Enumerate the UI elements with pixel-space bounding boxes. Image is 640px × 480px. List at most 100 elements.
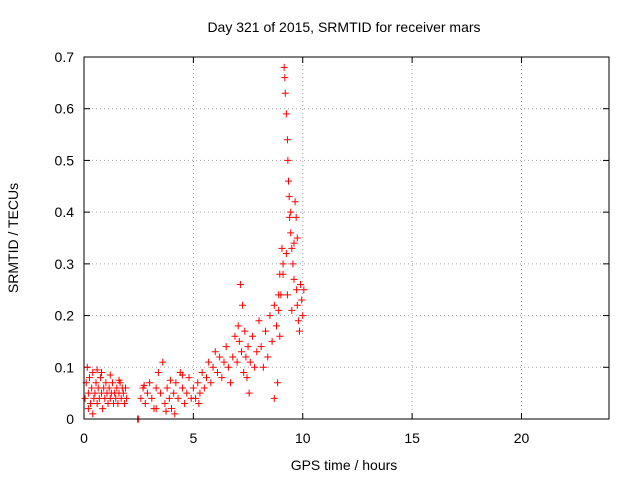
grid [84,57,609,419]
data-point [178,384,186,392]
data-point [205,358,213,366]
data-point [264,353,272,361]
data-point [282,250,290,258]
data-point [251,363,259,371]
data-point [166,376,174,384]
x-tick-label: 20 [514,430,530,446]
data-point [285,193,293,201]
data-point [291,198,299,206]
data-point [275,291,283,299]
data-point [99,405,107,413]
data-point [88,384,96,392]
y-tick-label: 0.4 [55,204,75,220]
data-point [288,244,296,252]
data-point [234,322,242,330]
data-point [241,327,249,335]
data-point [198,368,206,376]
data-point [262,327,270,335]
data-point [257,343,265,351]
data-point [287,229,295,237]
x-axis-label: GPS time / hours [291,457,398,473]
data-point [154,368,162,376]
data-point [137,394,145,402]
data-point [105,384,113,392]
y-tick-label: 0 [66,411,74,427]
data-point [172,379,180,387]
data-point [280,63,288,71]
data-point [195,399,203,407]
data-point [284,156,292,164]
data-point [84,389,92,397]
data-point [209,363,217,371]
data-point [242,353,250,361]
data-point [89,368,97,376]
data-point [98,368,105,376]
x-tick-label: 15 [404,430,420,446]
data-point [283,291,291,299]
data-point [174,394,182,402]
data-point [275,306,283,314]
data-point [189,384,197,392]
data-point [295,327,303,335]
data-point [220,358,228,366]
x-tick-label: 5 [189,430,197,446]
x-tick-label: 10 [295,430,311,446]
data-point [120,399,128,407]
data-point [119,389,127,397]
data-point [231,332,239,340]
data-point [255,317,263,325]
data-points [81,63,308,423]
data-point [239,301,247,309]
data-point [270,394,278,402]
y-tick-label: 0.2 [55,308,75,324]
data-point [165,394,173,402]
data-point [200,384,208,392]
data-point [152,405,160,413]
data-point [283,136,291,144]
data-point [244,343,252,351]
y-tick-label: 0.7 [55,49,75,65]
data-point [279,260,287,268]
data-point [253,348,261,356]
data-point [106,371,114,379]
data-point [213,368,221,376]
data-point [159,358,167,366]
data-point [122,384,130,392]
data-point [278,244,286,252]
data-point [281,74,289,82]
data-point [297,281,305,289]
data-point [273,322,280,330]
data-point [108,379,116,387]
data-point [292,213,300,221]
data-point [246,358,254,366]
data-point [282,110,290,118]
data-point [299,312,307,320]
data-point [91,389,99,397]
data-point [93,366,101,374]
data-point [285,177,293,185]
data-point [233,358,241,366]
data-point [146,379,154,387]
data-point [115,376,123,384]
data-point [141,399,149,407]
chart-title: Day 321 of 2015, SRMTID for receiver mar… [207,19,480,35]
data-point [290,275,298,283]
data-point [298,296,306,304]
data-point [243,374,251,382]
data-point [289,260,297,268]
data-point [300,286,308,294]
data-point [87,399,95,407]
x-tick-label: 0 [80,430,88,446]
data-point [224,363,232,371]
data-point [192,394,200,402]
data-point [96,374,104,382]
data-point [207,379,215,387]
data-point [123,394,131,402]
data-point [288,306,296,314]
y-tick-label: 0.3 [55,256,75,272]
data-point [148,394,156,402]
data-point [216,353,224,361]
data-point [235,337,243,345]
